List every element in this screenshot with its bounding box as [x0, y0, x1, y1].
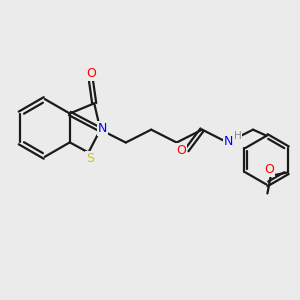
Text: O: O — [86, 67, 96, 80]
Text: N: N — [98, 122, 107, 136]
Text: O: O — [176, 144, 186, 157]
Text: N: N — [224, 135, 233, 148]
Text: S: S — [86, 152, 94, 165]
Text: H: H — [234, 131, 242, 141]
Text: O: O — [264, 163, 274, 176]
